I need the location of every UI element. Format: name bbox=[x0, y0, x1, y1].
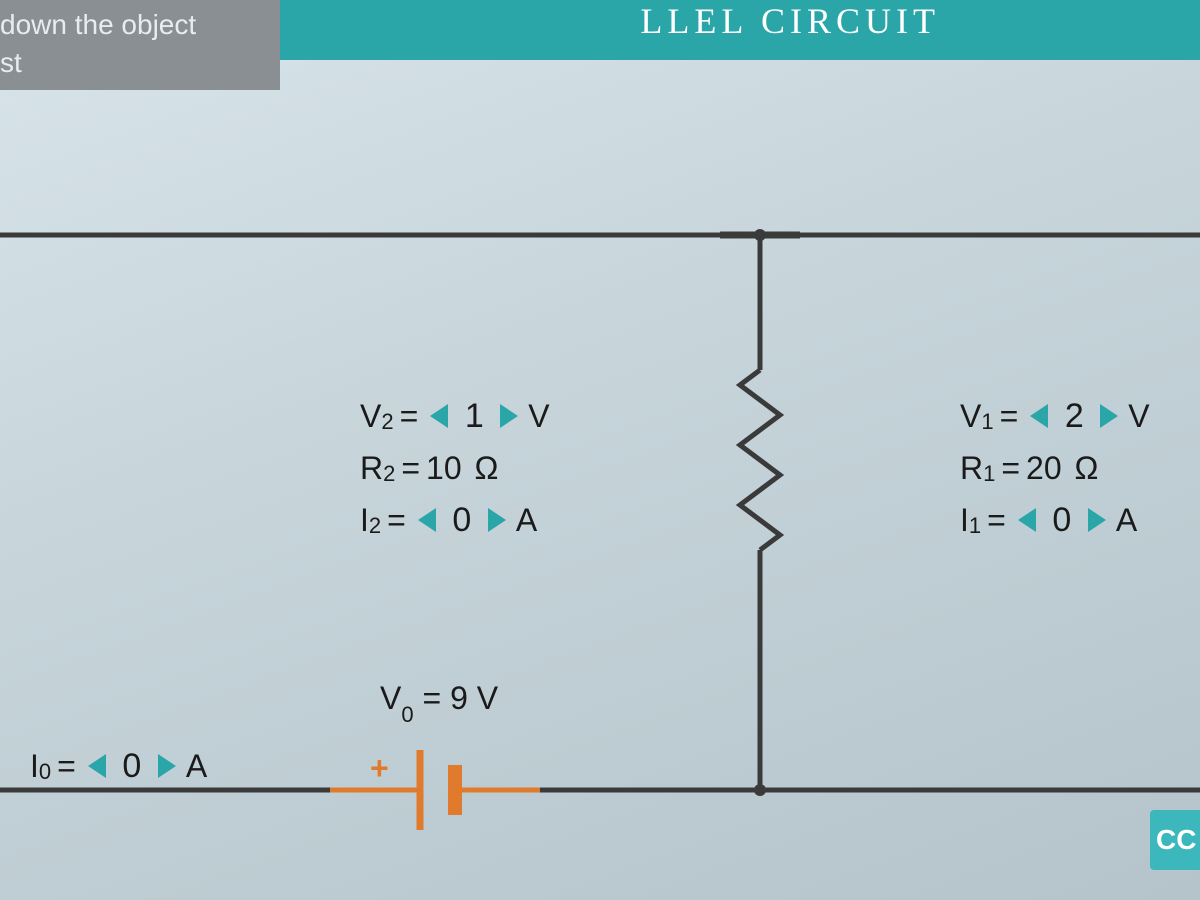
circuit-diagram: + V0 = 9 V I0 = 0 A V2 = 1 V R2 = 10 Ω bbox=[0, 60, 1200, 900]
i0-block: I0 = 0 A bbox=[30, 740, 207, 792]
battery-plus: + bbox=[370, 750, 389, 787]
i0-increment-icon[interactable] bbox=[158, 754, 176, 778]
v1-decrement-icon[interactable] bbox=[1030, 404, 1048, 428]
i0-row: I0 = 0 A bbox=[30, 740, 207, 792]
v2-value: 1 bbox=[454, 390, 494, 442]
i2-increment-icon[interactable] bbox=[488, 508, 506, 532]
i2-row: I2 = 0 A bbox=[360, 494, 550, 546]
i1-value: 0 bbox=[1042, 494, 1082, 546]
i2-value: 0 bbox=[442, 494, 482, 546]
v2-increment-icon[interactable] bbox=[500, 404, 518, 428]
branch2-block: V2 = 1 V R2 = 10 Ω I2 = 0 A bbox=[360, 390, 550, 546]
caption-line1: down the object bbox=[0, 6, 274, 44]
i1-decrement-icon[interactable] bbox=[1018, 508, 1036, 532]
title-text: LLEL CIRCUIT bbox=[640, 0, 940, 42]
v1-value: 2 bbox=[1054, 390, 1094, 442]
i0-value: 0 bbox=[112, 740, 152, 792]
r1-value: 20 bbox=[1026, 442, 1062, 494]
r1-row: R1 = 20 Ω bbox=[960, 442, 1150, 494]
r2-value: 10 bbox=[426, 442, 462, 494]
v1-row: V1 = 2 V bbox=[960, 390, 1150, 442]
i2-decrement-icon[interactable] bbox=[418, 508, 436, 532]
source-voltage-label: V0 = 9 V bbox=[380, 680, 498, 722]
cc-button[interactable]: CC bbox=[1150, 810, 1200, 870]
v2-row: V2 = 1 V bbox=[360, 390, 550, 442]
v1-increment-icon[interactable] bbox=[1100, 404, 1118, 428]
i1-increment-icon[interactable] bbox=[1088, 508, 1106, 532]
r2-row: R2 = 10 Ω bbox=[360, 442, 550, 494]
branch1-block: V1 = 2 V R1 = 20 Ω I1 = 0 A bbox=[960, 390, 1150, 546]
v2-decrement-icon[interactable] bbox=[430, 404, 448, 428]
i0-decrement-icon[interactable] bbox=[88, 754, 106, 778]
i1-row: I1 = 0 A bbox=[960, 494, 1150, 546]
